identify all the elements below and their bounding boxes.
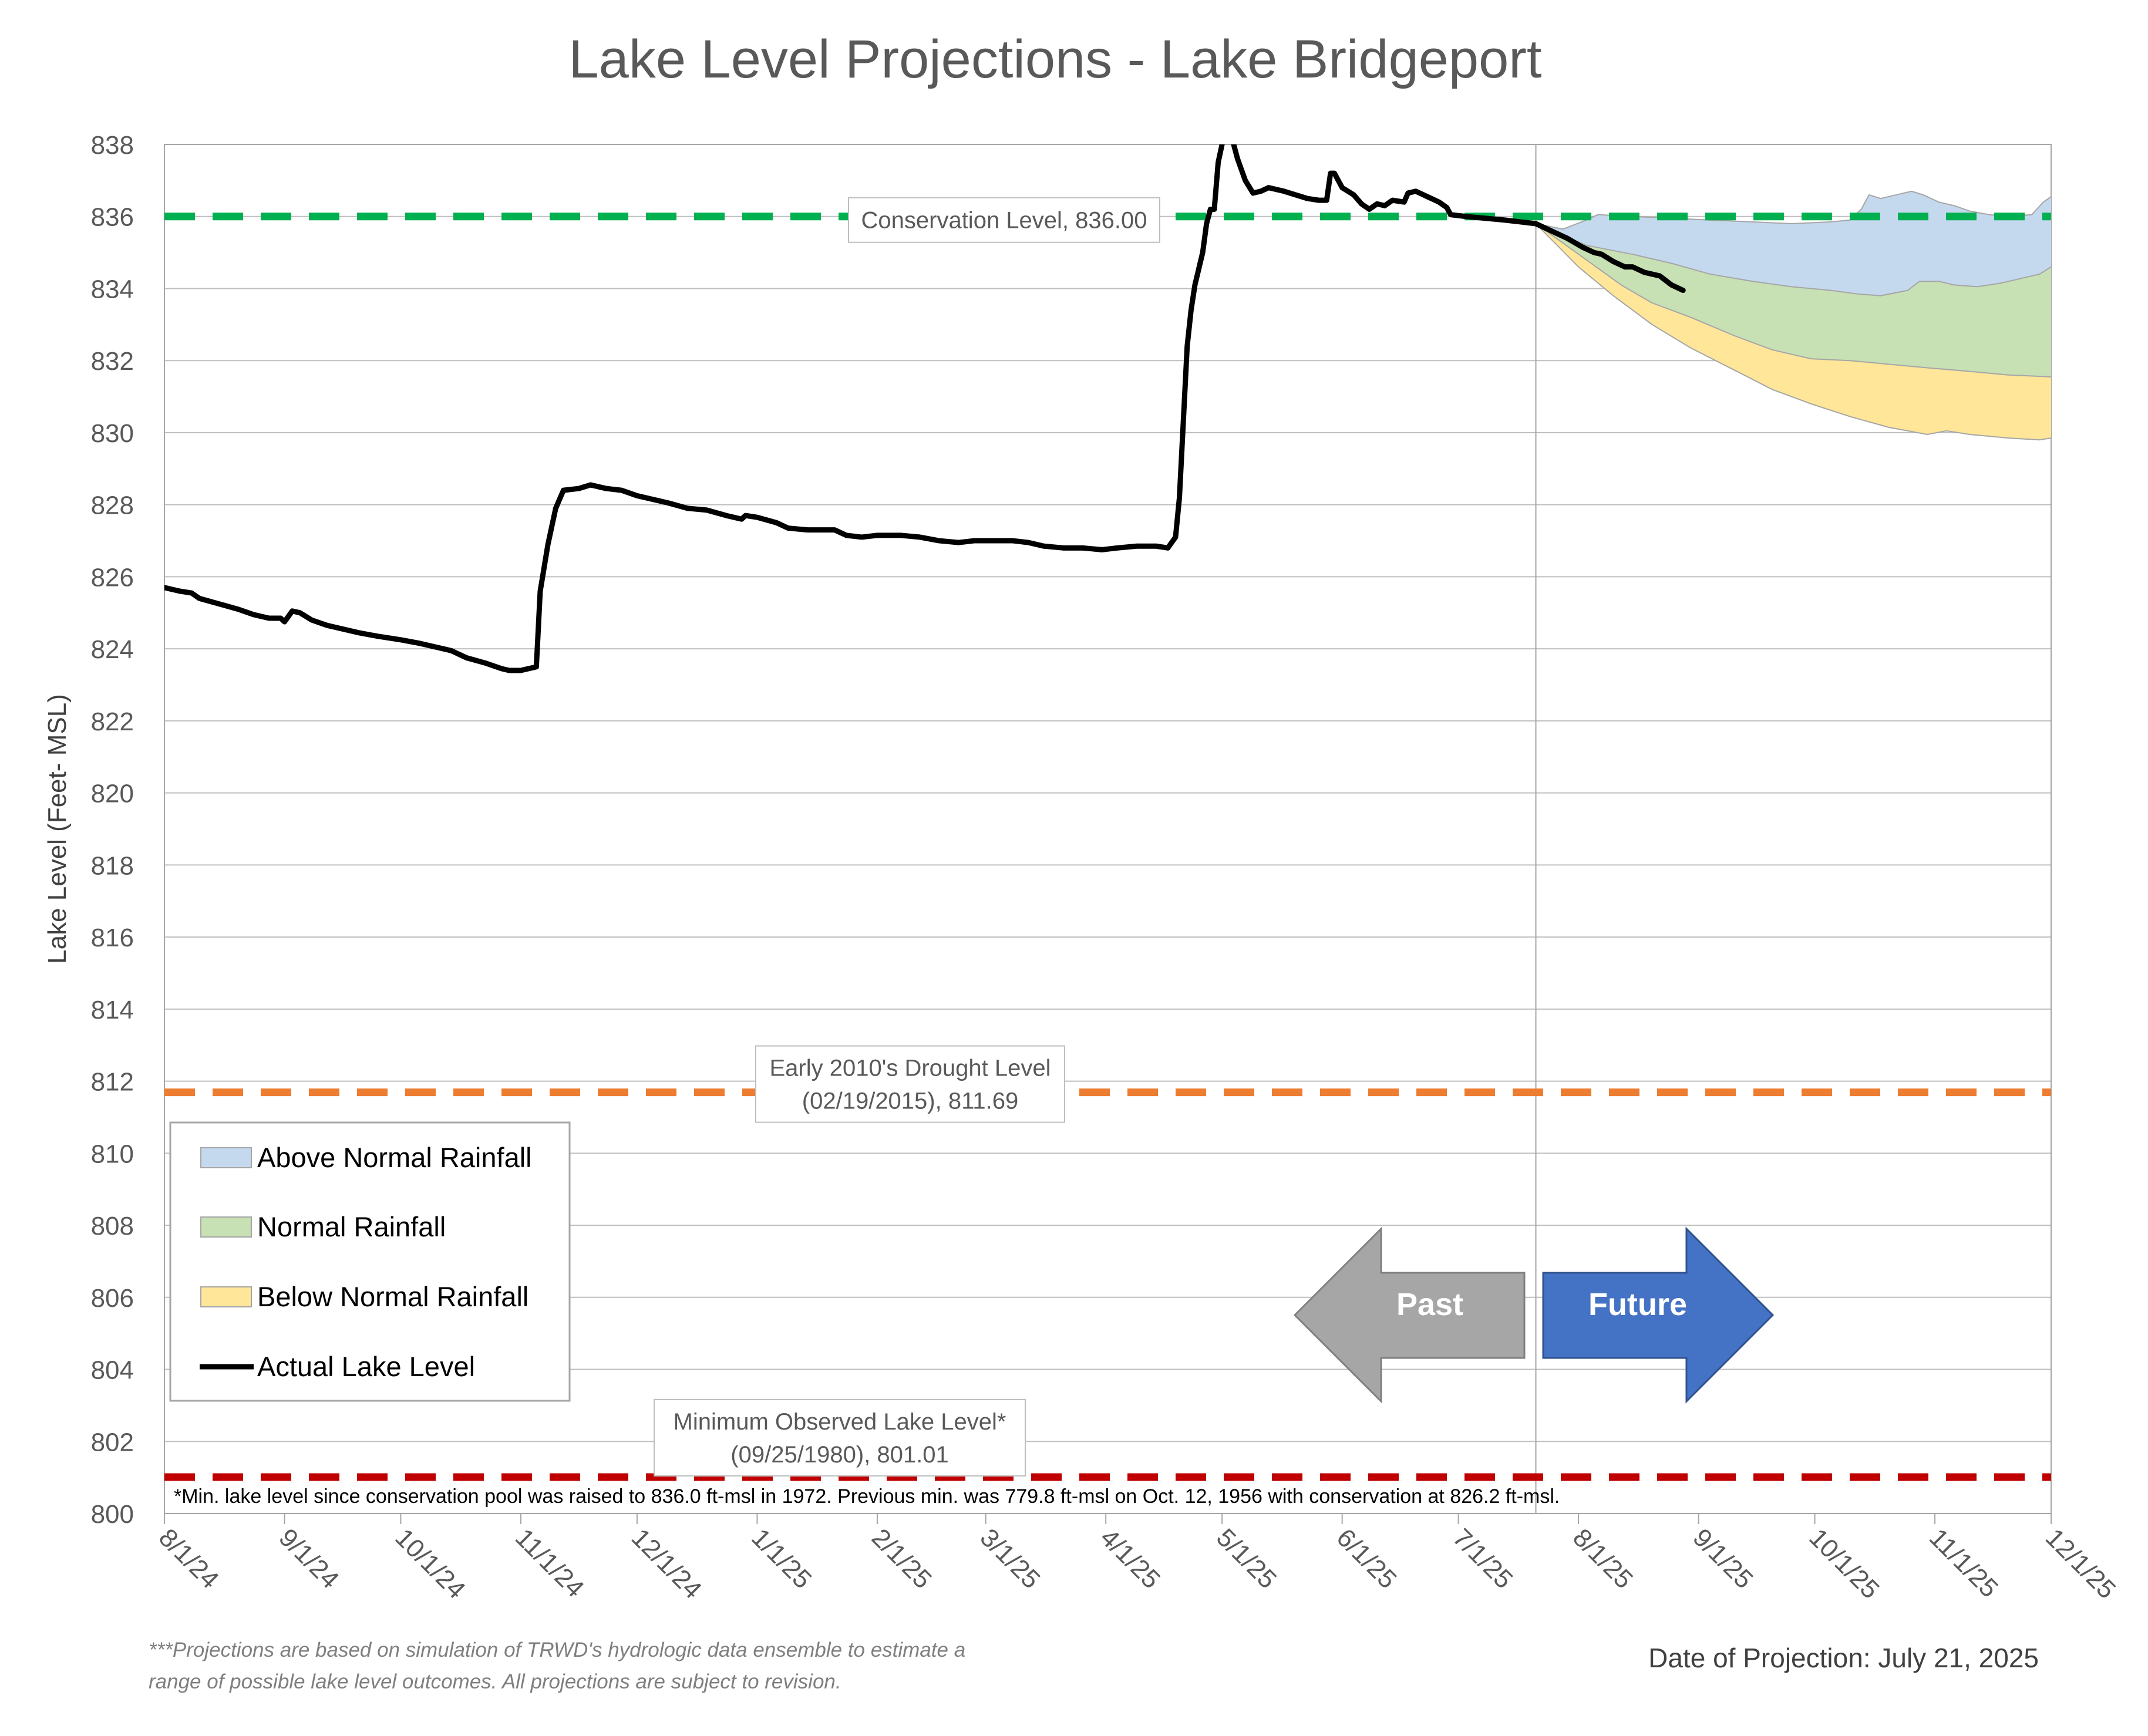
chart-title: Lake Level Projections - Lake Bridgeport (569, 29, 1542, 89)
minimum-level-label: Minimum Observed Lake Level* (09/25/1980)… (654, 1399, 1026, 1477)
actual-lake-level-line (164, 144, 1225, 673)
plot-frame (164, 144, 2052, 1514)
y-tick-label: 832 (91, 347, 134, 376)
y-tick-label: 804 (91, 1356, 134, 1385)
below-band-upper-edge (1535, 223, 2052, 377)
minimum-level-label-text: Minimum Observed Lake Level* (674, 1409, 1006, 1435)
y-tick-label: 816 (91, 923, 134, 952)
conservation-level-label: Conservation Level, 836.00 (848, 197, 1160, 243)
past-arrow-label: Past (1396, 1287, 1463, 1322)
y-tick-label: 808 (91, 1212, 134, 1241)
below-rainfall-band (1536, 224, 2051, 440)
min-level-footnote: *Min. lake level since conservation pool… (174, 1485, 1560, 1508)
y-tick-label: 836 (91, 203, 134, 232)
conservation-level-label-text: Conservation Level, 836.00 (861, 208, 1147, 234)
minimum-level-label-text: (09/25/1980), 801.01 (730, 1442, 948, 1468)
y-tick-label: 806 (91, 1284, 134, 1313)
future-arrow (1542, 1226, 1775, 1404)
projection-disclaimer-line-1: ***Projections are based on simulation o… (149, 1639, 965, 1661)
legend: Above Normal Rainfall Normal Rainfall Belo… (169, 1121, 571, 1402)
actual-lake-level-line (1231, 144, 1686, 294)
y-tick-label: 812 (91, 1068, 134, 1097)
below-band-lower-edge (1535, 223, 2052, 441)
y-tick-label: 826 (91, 563, 134, 592)
y-tick-label: 828 (91, 491, 134, 520)
drought-level-label-text: Early 2010's Drought Level (769, 1056, 1051, 1081)
y-tick-label: 802 (91, 1428, 134, 1457)
minimum-level-label-box (654, 1399, 1026, 1477)
projection-disclaimer-line-2: range of possible lake level outcomes. A… (149, 1670, 841, 1693)
y-tick-label: 800 (91, 1500, 134, 1529)
y-tick-label: 830 (91, 419, 134, 448)
drought-level-label-box (755, 1045, 1065, 1123)
legend-box (169, 1121, 571, 1402)
legend-label-normal: Normal Rainfall (257, 1211, 446, 1242)
y-tick-label: 822 (91, 707, 134, 736)
future-arrow-label: Future (1588, 1287, 1687, 1322)
normal-band-upper-edge (1536, 223, 2052, 296)
y-tick-label: 838 (91, 131, 134, 160)
drought-level-label-text: (02/19/2015), 811.69 (802, 1088, 1018, 1114)
reference-labels: Conservation Level, 836.00 Early 2010's D… (654, 197, 1160, 1477)
y-tick-label: 834 (91, 275, 134, 304)
projection-date: Date of Projection: July 21, 2025 (1648, 1643, 2039, 1673)
past-future-arrows: Past Future (1293, 1226, 1775, 1404)
legend-label-below: Below Normal Rainfall (257, 1281, 528, 1312)
conservation-level-label-box (848, 197, 1160, 243)
legend-swatch-below (200, 1286, 252, 1307)
legend-swatch-above (200, 1147, 252, 1168)
y-tick-label: 814 (91, 996, 134, 1024)
y-tick-label: 820 (91, 780, 134, 808)
y-axis-label: Lake Level (Feet- MSL) (43, 694, 72, 964)
y-tick-label: 810 (91, 1140, 134, 1168)
past-arrow (1293, 1226, 1526, 1404)
legend-label-above: Above Normal Rainfall (257, 1142, 532, 1173)
y-tick-label: 818 (91, 851, 134, 880)
legend-label-actual: Actual Lake Level (257, 1351, 475, 1382)
drought-level-label: Early 2010's Drought Level (02/19/2015), … (755, 1045, 1065, 1123)
actual-lake-level-series (164, 144, 1686, 673)
y-tick-label: 824 (91, 635, 134, 664)
legend-swatch-normal (200, 1216, 252, 1238)
